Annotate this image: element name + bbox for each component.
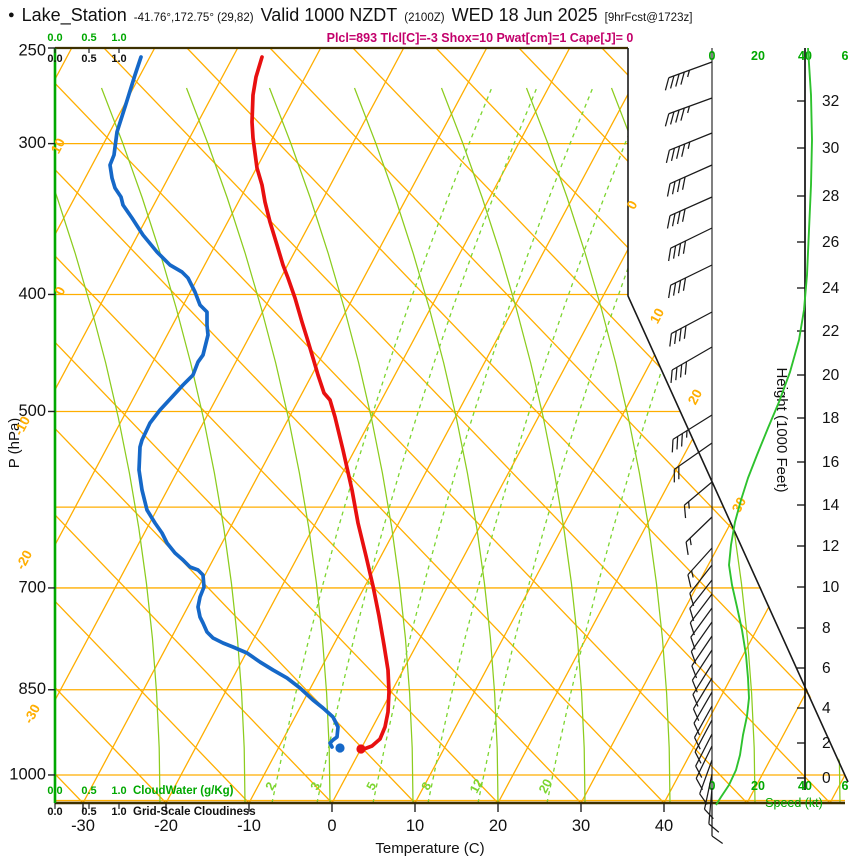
svg-text:10: 10 xyxy=(822,579,840,596)
svg-text:0.5: 0.5 xyxy=(81,785,96,797)
svg-text:2: 2 xyxy=(263,780,279,793)
svg-text:22: 22 xyxy=(822,323,839,340)
station-name: Lake_Station xyxy=(21,5,127,25)
svg-text:1.0: 1.0 xyxy=(111,806,126,818)
svg-text:-30: -30 xyxy=(71,817,95,835)
svg-text:20: 20 xyxy=(822,367,840,384)
svg-text:-20: -20 xyxy=(13,548,35,572)
svg-text:6: 6 xyxy=(842,49,849,63)
svg-text:2: 2 xyxy=(822,735,831,752)
svg-text:500: 500 xyxy=(18,402,46,420)
chart-title: ● Lake_Station -41.76°,172.75° (29,82) Va… xyxy=(8,5,848,26)
svg-text:28: 28 xyxy=(822,188,839,205)
svg-text:700: 700 xyxy=(18,578,46,596)
svg-text:20: 20 xyxy=(489,817,507,835)
svg-text:10: 10 xyxy=(406,817,424,835)
svg-text:24: 24 xyxy=(822,280,840,297)
svg-text:0.0: 0.0 xyxy=(47,32,62,44)
valid-utc: (2100Z) xyxy=(404,12,445,24)
svg-text:1000: 1000 xyxy=(9,765,46,783)
svg-text:10: 10 xyxy=(48,136,68,156)
svg-text:40: 40 xyxy=(798,779,812,793)
dewpoint-curve xyxy=(108,55,340,749)
surface-temperature-dot xyxy=(356,744,366,754)
pressure-axis-label: P (hPa) xyxy=(6,418,23,469)
svg-text:6: 6 xyxy=(842,779,849,793)
svg-text:40: 40 xyxy=(655,817,673,835)
valid-time: Valid 1000 NZDT xyxy=(260,5,398,25)
svg-text:30: 30 xyxy=(822,140,840,157)
forecast-tag: [9hrFcst@1723z] xyxy=(604,12,693,24)
svg-text:10: 10 xyxy=(647,306,667,326)
svg-text:-30: -30 xyxy=(21,702,43,726)
valid-date: WED 18 Jun 2025 xyxy=(451,5,598,25)
svg-text:40: 40 xyxy=(798,49,812,63)
svg-text:16: 16 xyxy=(822,454,839,471)
cloudwater-scales: 0.0 0.0 0.0 0.0 0.5 0.5 0.5 0.5 1.0 1.0 1.0 1.0 Clou… xyxy=(47,32,255,818)
svg-text:0.0: 0.0 xyxy=(47,806,62,818)
svg-text:12: 12 xyxy=(467,777,486,796)
svg-text:0.5: 0.5 xyxy=(81,806,96,818)
svg-text:18: 18 xyxy=(822,410,839,427)
svg-text:0: 0 xyxy=(709,779,716,793)
bullet-icon: ● xyxy=(8,9,15,21)
temperature-axis: -30 -20 -10 0 10 20 30 40 Temperature (C) xyxy=(71,803,673,857)
temperature-axis-label: Temperature (C) xyxy=(375,840,484,857)
svg-text:4: 4 xyxy=(822,700,831,717)
svg-text:30: 30 xyxy=(572,817,590,835)
svg-text:0.0: 0.0 xyxy=(47,53,62,65)
svg-text:32: 32 xyxy=(822,93,839,110)
svg-text:1.0: 1.0 xyxy=(111,785,126,797)
wind-speed-profile xyxy=(715,47,813,806)
wind-barbs xyxy=(664,61,724,844)
svg-text:12: 12 xyxy=(822,538,839,555)
svg-text:250: 250 xyxy=(18,41,46,59)
cloudiness-scale-label: Grid-Scale Cloudiness xyxy=(133,806,256,818)
svg-text:26: 26 xyxy=(822,234,839,251)
speed-axis-label: Speed (kt) xyxy=(765,796,823,810)
svg-text:0: 0 xyxy=(709,49,716,63)
svg-text:1.0: 1.0 xyxy=(111,32,126,44)
svg-text:5: 5 xyxy=(364,780,380,793)
svg-text:300: 300 xyxy=(18,134,46,152)
svg-text:20: 20 xyxy=(751,779,765,793)
pressure-axis: 250 300 400 500 700 850 1000 P (hPa) xyxy=(6,41,55,783)
svg-text:0: 0 xyxy=(327,817,336,835)
svg-text:20: 20 xyxy=(751,49,765,63)
right-boundary-line xyxy=(627,48,849,783)
svg-text:0: 0 xyxy=(822,770,831,787)
svg-text:0.0: 0.0 xyxy=(47,785,62,797)
svg-text:400: 400 xyxy=(18,285,46,303)
stability-indices: Plcl=893 Tlcl[C]=-3 Shox=10 Pwat[cm]=1 C… xyxy=(326,31,634,45)
skewt-grid xyxy=(55,48,845,803)
svg-text:-20: -20 xyxy=(154,817,178,835)
temperature-curve xyxy=(250,55,391,751)
svg-text:0: 0 xyxy=(624,198,641,212)
svg-text:14: 14 xyxy=(822,497,840,514)
svg-text:0.5: 0.5 xyxy=(81,32,96,44)
svg-text:1.0: 1.0 xyxy=(111,53,126,65)
svg-text:8: 8 xyxy=(822,620,831,637)
svg-text:-10: -10 xyxy=(237,817,261,835)
cloudwater-scale-label: CloudWater (g/Kg) xyxy=(133,785,234,797)
svg-text:0.5: 0.5 xyxy=(81,53,96,65)
height-axis-label: Height (1000 Feet) xyxy=(773,367,790,492)
svg-text:6: 6 xyxy=(822,660,831,677)
surface-dewpoint-dot xyxy=(335,743,345,753)
svg-text:20: 20 xyxy=(685,387,705,407)
svg-text:850: 850 xyxy=(18,680,46,698)
svg-text:20: 20 xyxy=(536,777,555,796)
plot-borders xyxy=(53,46,849,805)
station-coords: -41.76°,172.75° (29,82) xyxy=(133,12,254,24)
svg-text:3: 3 xyxy=(308,780,324,793)
